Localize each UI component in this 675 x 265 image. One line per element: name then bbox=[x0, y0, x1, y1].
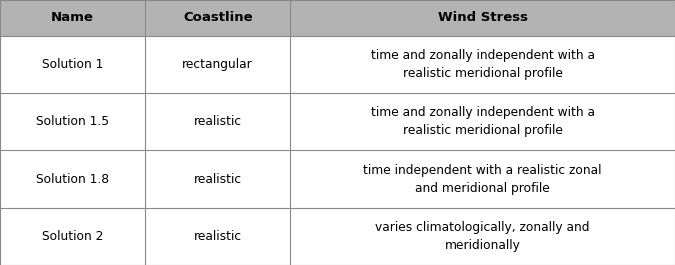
Text: realistic: realistic bbox=[194, 115, 242, 128]
Text: Solution 1: Solution 1 bbox=[42, 58, 103, 71]
Text: realistic: realistic bbox=[194, 173, 242, 186]
Text: Solution 2: Solution 2 bbox=[42, 230, 103, 243]
Text: rectangular: rectangular bbox=[182, 58, 253, 71]
Text: time and zonally independent with a
realistic meridional profile: time and zonally independent with a real… bbox=[371, 49, 595, 80]
Bar bbox=[0, 0, 675, 36]
Text: Solution 1.8: Solution 1.8 bbox=[36, 173, 109, 186]
Text: Coastline: Coastline bbox=[183, 11, 252, 24]
Text: Wind Stress: Wind Stress bbox=[437, 11, 528, 24]
Text: time and zonally independent with a
realistic meridional profile: time and zonally independent with a real… bbox=[371, 106, 595, 137]
Text: Name: Name bbox=[51, 11, 94, 24]
Text: time independent with a realistic zonal
and meridional profile: time independent with a realistic zonal … bbox=[363, 164, 602, 195]
Text: realistic: realistic bbox=[194, 230, 242, 243]
Text: varies climatologically, zonally and
meridionally: varies climatologically, zonally and mer… bbox=[375, 221, 590, 252]
Text: Solution 1.5: Solution 1.5 bbox=[36, 115, 109, 128]
